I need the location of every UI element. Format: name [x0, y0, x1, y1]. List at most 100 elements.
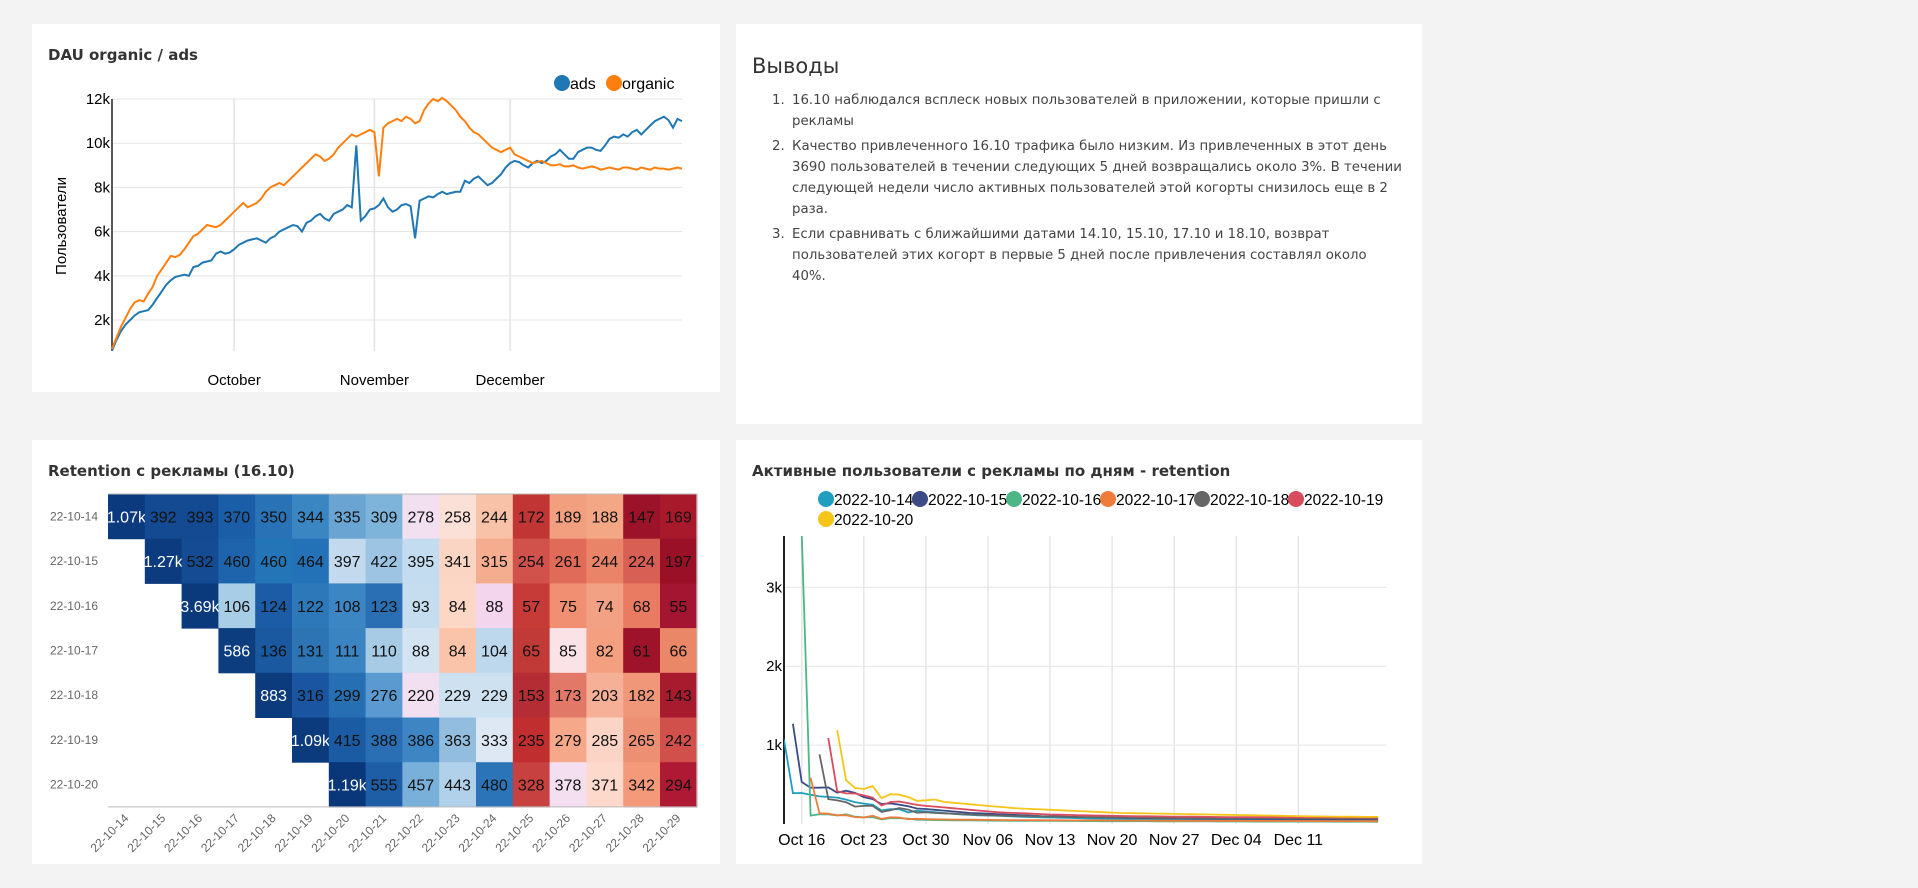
- series-line-2022-10-19: [827, 737, 1379, 819]
- cell-value: 84: [449, 643, 467, 660]
- cell-value: 122: [297, 599, 324, 616]
- heatmap-cell: [512, 717, 551, 763]
- heatmap-cell: [660, 717, 698, 763]
- x-tick-label: Dec 11: [1274, 832, 1324, 849]
- y-tick-label: 1k: [766, 737, 782, 754]
- retention-heatmap-card: Retention с рекламы (16.10) 22-10-14 1.07…: [32, 440, 720, 864]
- y-tick-label: 4k: [94, 268, 110, 285]
- series-line-2022-10-20: [836, 729, 1379, 818]
- cell-value: 55: [670, 599, 688, 616]
- cell-value: 88: [486, 599, 504, 616]
- conclusion-number: 2.: [772, 139, 785, 154]
- col-label: 22-10-20: [308, 811, 352, 855]
- conclusions-list: 1. 16.10 наблюдался всплеск новых пользов…: [752, 90, 1402, 291]
- cell-value: 1.07k: [107, 509, 147, 526]
- cell-value: 61: [633, 643, 651, 660]
- heatmap-cell: [623, 583, 661, 629]
- heatmap-cell: [255, 538, 293, 584]
- heatmap-cell: [255, 583, 293, 629]
- legend-label: 2022-10-19: [1304, 492, 1383, 509]
- cell-value: 341: [444, 554, 471, 571]
- col-label: 22-10-21: [345, 811, 389, 855]
- heatmap-cell: [328, 762, 367, 808]
- row-label: 22-10-18: [50, 688, 98, 702]
- heatmap-cell: [328, 672, 367, 718]
- row-label: 22-10-16: [50, 599, 98, 613]
- cell-value: 229: [481, 688, 508, 705]
- cell-value: 235: [518, 733, 545, 750]
- cell-value: 316: [297, 688, 324, 705]
- heatmap-cell: [586, 762, 624, 808]
- row-label: 22-10-15: [50, 554, 98, 568]
- col-label: 22-10-14: [88, 811, 132, 855]
- col-label: 22-10-23: [419, 811, 463, 855]
- y-tick-label: 2k: [766, 658, 782, 675]
- cell-value: 172: [518, 509, 545, 526]
- cell-value: 371: [591, 778, 618, 795]
- cell-value: 258: [444, 509, 471, 526]
- conclusion-item: 2. Качество привлеченного 16.10 трафика б…: [752, 136, 1402, 220]
- heatmap-cell: [365, 672, 403, 718]
- heatmap-cell: [439, 762, 477, 808]
- heatmap-cell: [108, 494, 146, 540]
- active-users-chart-title: Активные пользователи с рекламы по дням …: [752, 462, 1231, 480]
- heatmap-cell: [292, 628, 330, 674]
- heatmap-cell: [402, 628, 440, 674]
- dau-chart-card: DAU organic / ads 2k 4k 6k 8k 10k 12k October N…: [32, 24, 720, 392]
- cell-value: 342: [628, 778, 655, 795]
- col-label: 22-10-22: [382, 811, 426, 855]
- legend-label: 2022-10-20: [834, 512, 914, 529]
- legend-label: 2022-10-15: [928, 492, 1007, 509]
- series-line-2022-10-16: [800, 536, 1379, 823]
- heatmap-cell: [512, 762, 551, 808]
- cell-value: 480: [481, 778, 508, 795]
- legend-marker: [1194, 491, 1210, 507]
- legend-marker: [1006, 491, 1022, 507]
- heatmap-cell: [144, 538, 183, 584]
- legend-marker: [818, 491, 834, 507]
- cell-value: 153: [518, 688, 545, 705]
- legend-label: ads: [570, 76, 596, 93]
- col-label: 22-10-15: [124, 811, 168, 855]
- heatmap-cell: [292, 583, 330, 629]
- cell-value: 136: [260, 643, 287, 660]
- cell-value: 131: [297, 643, 324, 660]
- cell-value: 315: [481, 554, 508, 571]
- heatmap-cell: [549, 628, 587, 674]
- cell-value: 422: [371, 554, 398, 571]
- cell-value: 299: [334, 688, 361, 705]
- y-tick-label: 3k: [766, 579, 782, 596]
- heatmap-cell: [586, 628, 624, 674]
- x-tick-label: Oct 30: [902, 832, 949, 849]
- cell-value: 93: [412, 599, 430, 616]
- cell-value: 457: [407, 778, 434, 795]
- cell-value: 182: [628, 688, 655, 705]
- heatmap-cell: [549, 762, 587, 808]
- cell-value: 460: [260, 554, 287, 571]
- heatmap-cell: [328, 494, 367, 540]
- cell-value: 143: [665, 688, 692, 705]
- heatmap-cell: [623, 494, 661, 540]
- heatmap-cell: [660, 672, 698, 718]
- cell-value: 104: [481, 643, 508, 660]
- heatmap-cell: [439, 672, 477, 718]
- col-label: 22-10-24: [456, 811, 500, 855]
- legend-marker: [818, 511, 834, 527]
- cell-value: 84: [449, 599, 467, 616]
- series-line-2022-10-14: [784, 739, 1379, 822]
- heatmap-cell: [512, 538, 551, 584]
- cell-value: 88: [412, 643, 430, 660]
- cell-value: 344: [297, 509, 324, 526]
- cell-value: 363: [444, 733, 471, 750]
- series-line-2022-10-18: [818, 754, 1379, 820]
- heatmap-cell: [402, 583, 440, 629]
- heatmap-cell: [328, 628, 367, 674]
- cell-value: 147: [628, 509, 655, 526]
- cell-value: 350: [260, 509, 287, 526]
- cell-value: 555: [371, 778, 398, 795]
- cell-value: 261: [555, 554, 582, 571]
- cell-value: 242: [665, 733, 692, 750]
- cell-value: 386: [407, 733, 434, 750]
- x-tick-label: December: [475, 372, 544, 389]
- heatmap-cell: [365, 717, 403, 763]
